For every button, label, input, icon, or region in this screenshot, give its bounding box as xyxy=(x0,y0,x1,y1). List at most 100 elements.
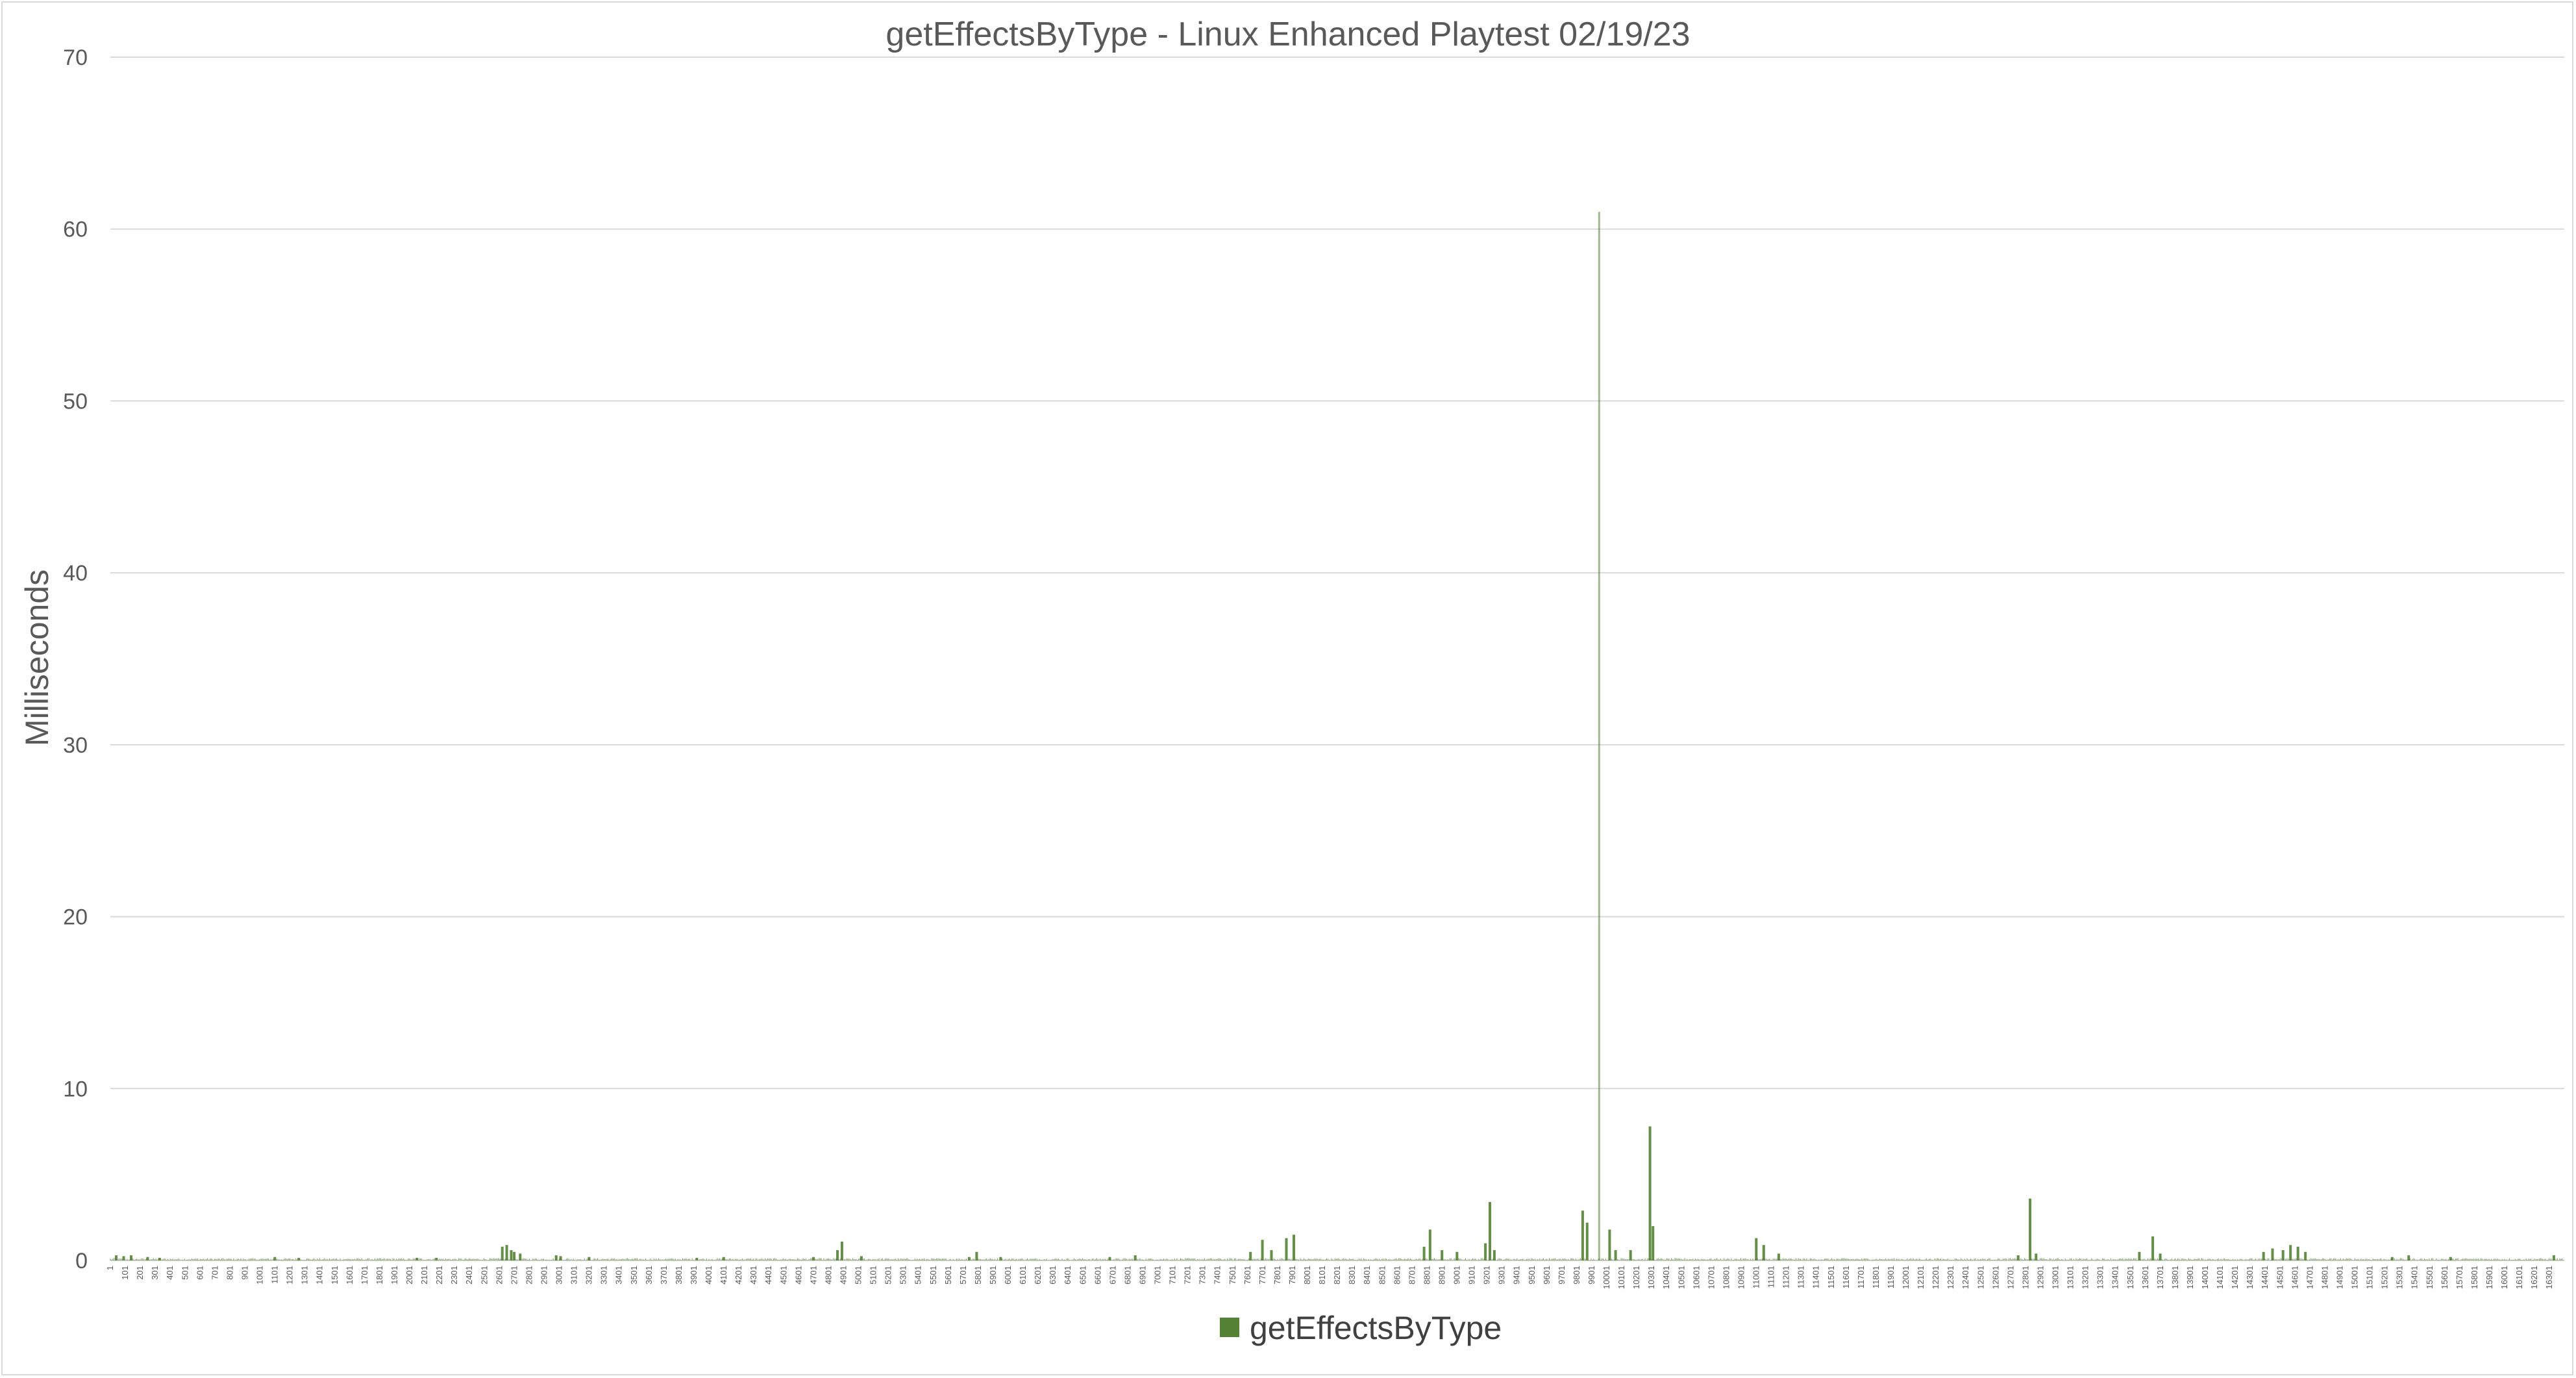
bar xyxy=(513,1251,516,1260)
x-tick-label: 10301 xyxy=(1646,1266,1656,1289)
x-tick-label: 10601 xyxy=(1691,1266,1701,1289)
bar xyxy=(2138,1251,2141,1260)
x-tick-label: 8601 xyxy=(1392,1266,1402,1284)
bar xyxy=(1492,1250,1496,1260)
x-tick-label: 201 xyxy=(135,1266,145,1280)
y-tick-label: 70 xyxy=(63,45,88,70)
x-tick-label: 13101 xyxy=(2066,1266,2075,1289)
x-tick-label: 5701 xyxy=(958,1266,968,1284)
x-tick-label: 15501 xyxy=(2425,1266,2434,1289)
bar xyxy=(122,1256,125,1260)
x-tick-label: 2301 xyxy=(449,1266,459,1284)
x-tick-label: 101 xyxy=(120,1266,130,1280)
x-tick-label: 1201 xyxy=(285,1266,295,1284)
x-tick-label: 7601 xyxy=(1243,1266,1252,1284)
x-tick-label: 7401 xyxy=(1213,1266,1222,1284)
x-tick-label: 5001 xyxy=(854,1266,863,1284)
x-tick-label: 9501 xyxy=(1527,1266,1537,1284)
bar xyxy=(2304,1251,2307,1260)
bar xyxy=(2390,1257,2394,1260)
legend-swatch xyxy=(1220,1318,1239,1337)
x-tick-label: 10201 xyxy=(1631,1266,1641,1289)
bar xyxy=(1755,1238,1758,1260)
x-tick-label: 7101 xyxy=(1168,1266,1178,1284)
x-tick-label: 13901 xyxy=(2185,1266,2195,1289)
bar xyxy=(1422,1246,1426,1260)
x-tick-label: 7501 xyxy=(1228,1266,1237,1284)
bar xyxy=(146,1257,149,1260)
bar xyxy=(1133,1255,1137,1260)
x-tick-label: 12201 xyxy=(1931,1266,1940,1289)
x-tick-label: 301 xyxy=(150,1266,160,1280)
x-tick-label: 8001 xyxy=(1302,1266,1312,1284)
x-tick-label: 10101 xyxy=(1616,1266,1626,1289)
bar xyxy=(1285,1238,1288,1260)
x-tick-label: 5201 xyxy=(884,1266,893,1284)
x-tick-label: 6401 xyxy=(1063,1266,1072,1284)
bar xyxy=(158,1258,161,1260)
bar xyxy=(1652,1226,1655,1260)
bar xyxy=(1484,1243,1487,1260)
x-tick-label: 3201 xyxy=(584,1266,594,1284)
x-tick-label: 14301 xyxy=(2245,1266,2255,1289)
x-tick-label: 1901 xyxy=(390,1266,399,1284)
x-tick-label: 14801 xyxy=(2320,1266,2329,1289)
bar xyxy=(2449,1257,2452,1260)
x-tick-label: 10501 xyxy=(1676,1266,1686,1289)
x-tick-label: 13001 xyxy=(2051,1266,2061,1289)
x-tick-label: 6501 xyxy=(1078,1266,1087,1284)
x-tick-label: 3701 xyxy=(659,1266,669,1284)
x-tick-label: 4201 xyxy=(734,1266,743,1284)
x-tick-label: 2201 xyxy=(434,1266,444,1284)
x-tick-label: 12101 xyxy=(1916,1266,1926,1289)
bar xyxy=(722,1257,725,1260)
bar xyxy=(273,1257,277,1260)
x-tick-label: 8901 xyxy=(1437,1266,1446,1284)
x-tick-label: 8301 xyxy=(1347,1266,1357,1284)
bar xyxy=(1777,1253,1780,1260)
x-tick-label: 2501 xyxy=(479,1266,489,1284)
x-tick-label: 9201 xyxy=(1482,1266,1492,1284)
x-tick-label: 3801 xyxy=(674,1266,684,1284)
bar xyxy=(510,1250,513,1260)
x-tick-label: 501 xyxy=(180,1266,190,1280)
x-tick-label: 16001 xyxy=(2499,1266,2509,1289)
x-tick-label: 5901 xyxy=(988,1266,998,1284)
bar xyxy=(519,1253,522,1260)
bar xyxy=(1428,1229,1431,1260)
x-tick-label: 2601 xyxy=(494,1266,504,1284)
x-tick-label: 8701 xyxy=(1407,1266,1417,1284)
bar xyxy=(297,1258,301,1260)
x-tick-label: 2801 xyxy=(524,1266,534,1284)
x-tick-label: 11301 xyxy=(1796,1266,1806,1288)
bar xyxy=(2281,1250,2285,1260)
x-tick-label: 3401 xyxy=(614,1266,624,1284)
x-tick-label: 15301 xyxy=(2395,1266,2405,1289)
x-tick-label: 10701 xyxy=(1706,1266,1716,1289)
x-tick-label: 6801 xyxy=(1122,1266,1132,1284)
x-tick-label: 4401 xyxy=(763,1266,773,1284)
x-tick-label: 7001 xyxy=(1153,1266,1163,1284)
bar xyxy=(588,1257,591,1260)
bar xyxy=(115,1255,118,1260)
x-tick-label: 1001 xyxy=(255,1266,265,1284)
x-tick-label: 2701 xyxy=(509,1266,519,1284)
x-tick-label: 16301 xyxy=(2544,1266,2554,1289)
bar xyxy=(1585,1222,1589,1260)
bar xyxy=(505,1245,508,1260)
x-tick-label: 701 xyxy=(210,1266,219,1280)
x-tick-label: 11501 xyxy=(1826,1266,1836,1288)
x-tick-label: 801 xyxy=(225,1266,234,1280)
x-tick-label: 7301 xyxy=(1198,1266,1208,1284)
bar xyxy=(1762,1245,1765,1260)
x-tick-label: 14901 xyxy=(2334,1266,2344,1289)
x-tick-label: 2101 xyxy=(419,1266,429,1284)
x-tick-label: 13401 xyxy=(2111,1266,2120,1289)
x-tick-label: 13501 xyxy=(2125,1266,2135,1289)
bar xyxy=(836,1250,839,1260)
x-tick-label: 13601 xyxy=(2140,1266,2150,1289)
x-tick-label: 10401 xyxy=(1661,1266,1671,1289)
bar xyxy=(695,1258,699,1260)
bar xyxy=(2262,1251,2265,1260)
